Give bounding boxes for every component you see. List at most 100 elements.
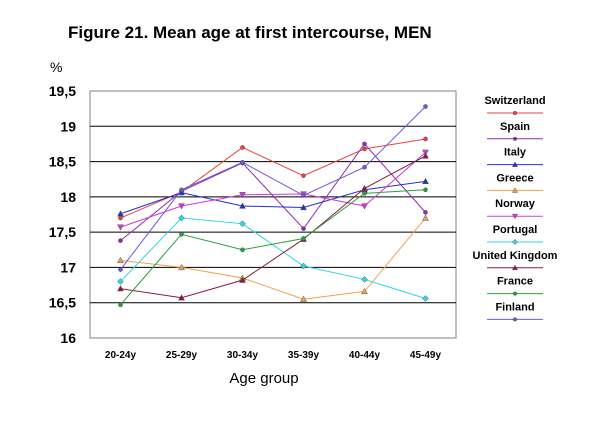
- data-point: [178, 263, 185, 271]
- data-point: [117, 278, 124, 285]
- series-portugal: [117, 214, 429, 302]
- data-point: [117, 210, 124, 217]
- y-tick-label: 17,5: [49, 224, 76, 240]
- y-tick-label: 16: [60, 330, 76, 346]
- data-point: [117, 285, 124, 292]
- y-tick-label: 19: [60, 118, 76, 134]
- chart-title: Figure 21. Mean age at first intercourse…: [68, 23, 432, 42]
- x-tick-label: 25-29y: [166, 350, 198, 361]
- series-line: [120, 152, 426, 228]
- legend-marker: [511, 264, 519, 271]
- legend-marker: [512, 317, 518, 322]
- data-point: [118, 267, 123, 272]
- legend-label: Spain: [500, 121, 530, 133]
- data-point: [362, 141, 367, 147]
- legend-label: Portugal: [493, 224, 538, 236]
- data-point: [361, 276, 368, 283]
- data-point: [240, 145, 245, 150]
- data-point: [240, 247, 245, 253]
- data-point: [179, 231, 184, 237]
- legend-marker: [512, 239, 518, 245]
- data-point: [301, 193, 306, 198]
- data-point: [361, 203, 368, 210]
- series-line: [120, 217, 426, 300]
- data-point: [117, 256, 124, 264]
- data-point: [362, 164, 367, 170]
- legend-marker: [512, 110, 518, 116]
- legend-label: Finland: [495, 301, 534, 313]
- x-axis-label: Age group: [229, 370, 298, 387]
- data-point: [300, 295, 307, 302]
- y-tick-label: 18,5: [49, 154, 76, 170]
- series-greece: [117, 214, 429, 302]
- data-point: [422, 177, 429, 184]
- data-point: [301, 236, 306, 241]
- data-point: [178, 203, 185, 210]
- data-point: [422, 214, 429, 221]
- data-point: [118, 215, 123, 221]
- legend-marker: [511, 187, 519, 193]
- legend-label: France: [497, 276, 533, 288]
- legend-item: Italy: [487, 147, 543, 167]
- data-point: [178, 214, 185, 222]
- y-axis-unit: %: [50, 59, 62, 75]
- data-point: [179, 187, 184, 193]
- x-tick-label: 40-44y: [349, 350, 381, 361]
- series-line: [120, 180, 426, 215]
- legend-item: Finland: [487, 301, 543, 322]
- legend-marker: [512, 136, 518, 141]
- data-point: [118, 302, 123, 308]
- series-line: [120, 155, 426, 299]
- legend-label: Italy: [504, 147, 527, 159]
- x-tick-label: 35-39y: [288, 350, 320, 361]
- data-point: [361, 287, 368, 295]
- data-point: [362, 191, 367, 196]
- x-tick-label: 20-24y: [105, 350, 137, 361]
- data-point: [300, 262, 307, 270]
- y-tick-label: 17: [60, 259, 76, 275]
- legend-item: Portugal: [487, 224, 543, 245]
- legend-marker: [512, 291, 518, 296]
- series-line: [120, 143, 426, 241]
- series-finland: [118, 104, 428, 272]
- legend-item: Greece: [487, 172, 543, 193]
- legend-marker: [511, 213, 519, 220]
- legend-item: Norway: [487, 198, 543, 220]
- plot-area: [89, 90, 457, 339]
- data-point: [423, 136, 428, 142]
- y-tick-labels: 16 16,5 17 17,5 18 18,5 19 19,5: [49, 83, 76, 346]
- legend-label: Switzerland: [484, 95, 545, 107]
- series-line: [120, 106, 426, 270]
- data-point: [423, 210, 428, 215]
- data-point: [301, 226, 306, 231]
- data-point: [300, 203, 307, 211]
- data-point: [422, 152, 429, 159]
- legend-item: United Kingdom: [473, 250, 558, 271]
- series-italy: [117, 177, 429, 217]
- legend-item: Switzerland: [484, 95, 546, 116]
- legend-item: France: [487, 276, 543, 296]
- data-point: [423, 187, 428, 193]
- data-point: [117, 224, 124, 231]
- y-tick-label: 18: [60, 189, 76, 205]
- legend-label: Greece: [496, 172, 533, 184]
- series-france: [118, 187, 428, 308]
- series-lines: [117, 104, 429, 308]
- series-united-kingdom: [117, 152, 429, 301]
- y-tick-label: 16,5: [49, 295, 76, 311]
- legend: Switzerland Spain Italy Greece Norway Portuga…: [473, 95, 558, 322]
- legend-label: Norway: [495, 198, 536, 210]
- y-tick-label: 19,5: [49, 83, 76, 99]
- data-point: [239, 192, 246, 199]
- data-point: [118, 238, 123, 243]
- data-point: [361, 184, 368, 192]
- data-point: [423, 104, 428, 109]
- data-point: [239, 220, 246, 228]
- data-point: [239, 202, 246, 209]
- x-tick-labels: 20-24y 25-29y 30-34y 35-39y 40-44y 45-49y: [105, 350, 442, 361]
- data-point: [240, 159, 245, 165]
- legend-item: Spain: [487, 121, 543, 141]
- legend-marker: [511, 161, 519, 167]
- x-tick-label: 45-49y: [410, 350, 442, 361]
